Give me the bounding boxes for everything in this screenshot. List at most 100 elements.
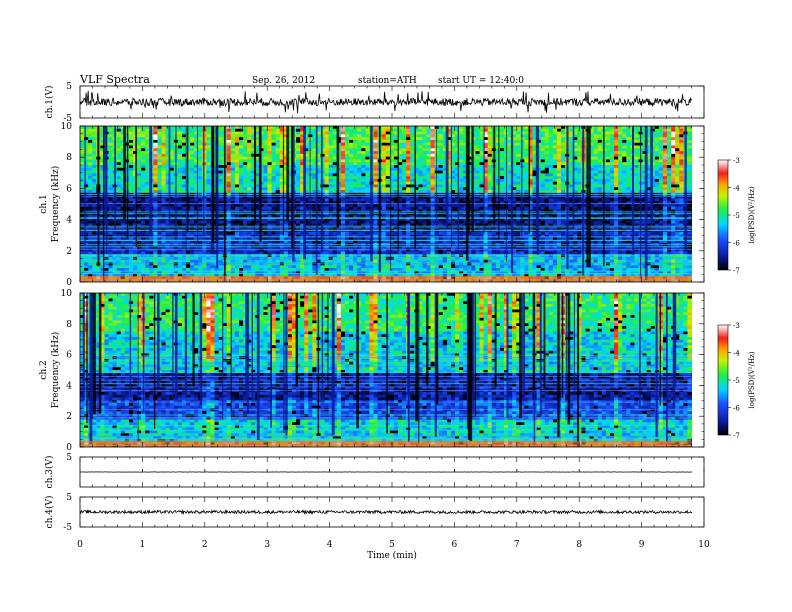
- ch1-spectrogram-cell: [308, 220, 313, 225]
- ch1-spectrogram-cell: [263, 259, 269, 264]
- ch1-spectrogram-cell: [344, 198, 350, 202]
- ch1-spectrogram-cell: [308, 181, 313, 186]
- ch1-spectrogram-cell: [190, 142, 195, 147]
- ch1-spectrogram-cell: [283, 131, 289, 135]
- ch1-spectrogram-cell: [173, 248, 179, 252]
- ch1-spectrogram-cell: [84, 178, 89, 183]
- ch1-spectrogram-cell: [198, 137, 203, 141]
- ch1-spectrogram-cell: [438, 137, 444, 141]
- ch1-spectrogram-cell: [198, 259, 203, 264]
- ch1-spectrogram-cell: [165, 201, 171, 205]
- ch1-spectrogram-cell: [373, 204, 379, 208]
- ch1-spectrogram-cell: [324, 159, 330, 163]
- ch1-spectrogram-cell: [410, 137, 415, 141]
- ch1-spectrogram-cell: [320, 139, 326, 144]
- ch1-spectrogram-cell: [80, 153, 85, 158]
- ch1-spectrogram-cell: [332, 156, 338, 161]
- ch1-spectrogram-cell: [186, 265, 191, 269]
- ch1-spectrogram-cell: [397, 256, 403, 261]
- ch1-spectrogram-cell: [84, 201, 89, 205]
- ch1-spectrogram-cell: [194, 268, 199, 272]
- ch1-spectrogram-cell: [353, 126, 358, 130]
- ch1-spectrogram-cell: [108, 165, 114, 169]
- ch1-spectrogram-cell: [230, 268, 236, 272]
- ch1-spectrogram-cell: [234, 159, 240, 163]
- ch1-spectrogram-cell: [141, 223, 146, 227]
- ch1-spectrogram-cell: [430, 173, 436, 177]
- ch1-spectrogram-cell: [120, 167, 126, 172]
- ch1-spectrogram-cell: [283, 153, 289, 158]
- ch1-spectrogram-cell: [275, 237, 281, 241]
- ch1-spectrogram-cell: [271, 142, 277, 147]
- ch1-spectrogram-cell: [389, 198, 395, 202]
- ch1-spectrogram-cell: [373, 134, 379, 138]
- ch1-spectrogram-cell: [279, 206, 285, 211]
- ch1-spectrogram-cell: [275, 256, 281, 261]
- ch1-spectrogram-cell: [247, 229, 252, 233]
- ch1-spectrogram-cell: [263, 234, 269, 239]
- ch1-spectrogram-cell: [116, 204, 122, 208]
- ch1-spectrogram-cell: [247, 223, 252, 227]
- ch1-spectrogram-cell: [304, 184, 309, 188]
- ch1-spectrogram-cell: [332, 198, 338, 202]
- ch1-spectrogram-cell: [365, 134, 371, 138]
- ch1-spectrogram-cell: [418, 153, 424, 158]
- ch1-spectrogram-cell: [206, 268, 212, 272]
- ch1-spectrogram-cell: [418, 268, 424, 272]
- ch1-spectrogram-cell: [389, 206, 395, 211]
- ch1-spectrogram-cell: [349, 204, 354, 208]
- ch1-spectrogram-cell: [287, 231, 293, 236]
- ch1-spectrogram-cell: [438, 254, 444, 258]
- ch1-spectrogram-cell: [279, 259, 285, 264]
- ch1-spectrogram-cell: [206, 256, 212, 261]
- ch1-spectrogram-cell: [84, 195, 89, 200]
- ch1-spectrogram-cell: [402, 248, 407, 252]
- ch1-spectrogram-cell: [263, 204, 269, 208]
- ch1-spectrogram-cell: [300, 165, 305, 169]
- ch1-spectrogram-cell: [312, 198, 318, 202]
- ch1-spectrogram-cell: [267, 237, 273, 241]
- ch1-spectrogram-cell: [349, 265, 354, 269]
- ch1-spectrogram-cell: [279, 178, 285, 183]
- ch1-spectrogram-cell: [104, 254, 110, 258]
- ch1-spectrogram-cell: [312, 254, 318, 258]
- ch1-spectrogram-cell: [255, 217, 260, 222]
- ch1-spectrogram-cell: [397, 259, 403, 264]
- ch1-spectrogram-cell: [340, 148, 346, 152]
- ch1-spectrogram-cell: [344, 151, 350, 155]
- ch1-spectrogram-cell: [218, 223, 224, 227]
- ch1-spectrogram-cell: [385, 248, 391, 252]
- ch1-spectrogram-cell: [198, 204, 203, 208]
- ch1-spectrogram-cell: [283, 128, 289, 133]
- ch1-spectrogram-cell: [381, 234, 387, 239]
- ch1-spectrogram-cell: [263, 273, 269, 278]
- ch1-spectrogram-cell: [389, 137, 395, 141]
- ch1-spectrogram-cell: [267, 187, 273, 191]
- ch1-spectrogram-cell: [434, 254, 440, 258]
- ch1-spectrogram-cell: [181, 162, 187, 166]
- ch1-spectrogram-cell: [340, 254, 346, 258]
- ch1-spectrogram-cell: [230, 131, 236, 135]
- ch1-spectrogram-cell: [300, 240, 305, 244]
- ch1-spectrogram-cell: [324, 173, 330, 177]
- ch1-spectrogram-cell: [365, 184, 371, 188]
- ch1-spectrogram-cell: [316, 134, 322, 138]
- ch1-spectrogram-cell: [202, 229, 207, 233]
- ch1-spectrogram-cell: [426, 126, 432, 130]
- ch1-spectrogram-cell: [430, 234, 436, 239]
- ch1-spectrogram-cell: [340, 248, 346, 252]
- ch1-spectrogram-cell: [153, 217, 159, 222]
- ch1-spectrogram-cell: [328, 248, 334, 252]
- ch1-spectrogram-cell: [169, 176, 175, 180]
- ch1-spectrogram-cell: [255, 223, 260, 227]
- ch1-spectrogram-cell: [169, 131, 175, 135]
- ch1-spectrogram-cell: [320, 217, 326, 222]
- ch1-spectrogram-cell: [426, 167, 432, 172]
- ch1-spectrogram-cell: [234, 256, 240, 261]
- ch1-spectrogram-cell: [226, 178, 232, 183]
- ch1-spectrogram-cell: [304, 181, 309, 186]
- ch1-spectrogram-cell: [190, 156, 195, 161]
- ch1-spectrogram-cell: [410, 248, 415, 252]
- ch1-spectrogram-cell: [422, 229, 428, 233]
- ch1-spectrogram-cell: [145, 153, 150, 158]
